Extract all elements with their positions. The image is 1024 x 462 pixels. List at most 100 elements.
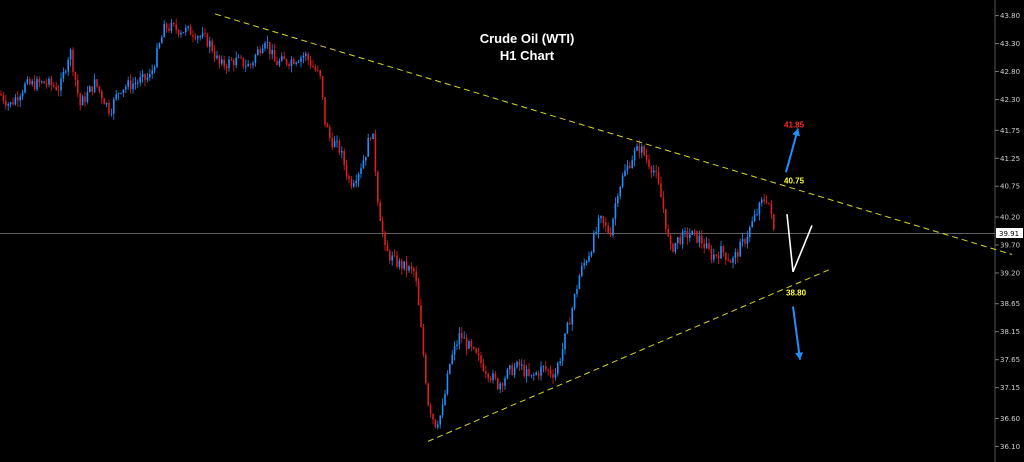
candle-body (134, 83, 137, 84)
candle-body (110, 113, 113, 115)
candle-body (509, 365, 511, 370)
candle-body (449, 363, 451, 374)
candle-body (482, 363, 485, 371)
candle-body (240, 57, 242, 59)
candle-body (153, 67, 156, 71)
candle-body (36, 79, 38, 90)
candle-body (350, 178, 353, 187)
candle-body (626, 165, 629, 171)
candle-body (564, 333, 566, 350)
candle-body (504, 378, 506, 386)
candle-body (367, 138, 369, 157)
candle-body (213, 51, 216, 59)
candle-body (427, 383, 429, 406)
candle-body (559, 361, 561, 364)
y-tick-label: 43.30 (1000, 40, 1020, 48)
candle-body (314, 67, 317, 71)
candle-body (679, 237, 681, 244)
candle-body (381, 221, 384, 233)
candle-body (696, 230, 698, 243)
candle-body (701, 235, 703, 244)
candle-body (93, 79, 96, 93)
chart-title: Crude Oil (WTI) (480, 31, 575, 46)
candle-body (127, 80, 129, 87)
y-tick-label: 40.75 (1000, 183, 1020, 191)
candle-body (463, 337, 465, 339)
candle-body (703, 243, 705, 249)
candle-body (458, 333, 461, 345)
candle-body (737, 252, 739, 257)
candle-body (549, 369, 552, 375)
candle-body (609, 233, 612, 236)
candle-body (660, 183, 662, 198)
candle-body (614, 203, 617, 219)
price-level-label: 41.85 (784, 121, 805, 130)
y-tick-label: 40.20 (1000, 214, 1020, 222)
candle-body (653, 170, 655, 173)
candle-body (357, 173, 360, 181)
candle-body (273, 50, 276, 62)
candle-body (163, 23, 165, 38)
candle-body (672, 244, 674, 252)
candle-body (453, 346, 456, 355)
y-tick-label: 38.15 (1000, 328, 1020, 336)
candle-body (734, 252, 737, 258)
candle-body (501, 383, 504, 386)
candle-body (475, 348, 477, 354)
candle-body (293, 59, 295, 64)
candle-body (302, 55, 305, 58)
candle-body (276, 61, 278, 66)
candle-body (537, 372, 540, 376)
candle-body (561, 349, 564, 362)
candle-body (108, 102, 110, 114)
candle-body (377, 172, 379, 203)
candle-body (360, 168, 362, 174)
candle-body (77, 80, 79, 94)
candle-body (261, 48, 264, 54)
candle-body (677, 237, 679, 243)
candle-body (38, 79, 41, 83)
candle-body (281, 56, 283, 61)
candle-body (187, 26, 189, 28)
candle-body (566, 322, 569, 334)
candle-body (249, 63, 252, 66)
candle-body (345, 165, 348, 177)
candle-body (259, 49, 261, 54)
candle-body (545, 366, 547, 370)
candle-body (326, 124, 329, 128)
candle-body (698, 235, 701, 243)
candle-body (434, 419, 437, 428)
candle-body (705, 243, 708, 249)
candle-body (254, 55, 257, 63)
y-tick-label: 41.25 (1000, 155, 1020, 163)
candle-body (578, 275, 581, 289)
candle-body (331, 138, 333, 148)
candle-body (485, 370, 487, 374)
candle-body (612, 218, 614, 236)
candle-body (245, 66, 247, 68)
candle-body (170, 22, 173, 31)
candle-body (585, 261, 588, 264)
candle-body (629, 165, 631, 168)
candle-body (201, 33, 204, 37)
candle-body (401, 260, 403, 269)
candle-body (271, 50, 273, 55)
candle-body (81, 96, 84, 106)
candle-body (768, 202, 770, 204)
candle-body (307, 53, 309, 60)
candle-body (595, 231, 597, 234)
candle-body (105, 102, 108, 105)
candle-body (590, 252, 593, 256)
candle-body (408, 266, 410, 271)
candle-body (290, 59, 293, 66)
candle-body (422, 326, 425, 355)
candle-body (506, 369, 509, 379)
candle-body (7, 104, 9, 106)
candle-body (530, 374, 533, 376)
candle-body (321, 76, 324, 98)
candle-body (48, 78, 50, 85)
candle-body (125, 86, 127, 90)
candle-body (396, 255, 398, 267)
candle-body (168, 28, 170, 31)
candle-body (297, 61, 300, 63)
